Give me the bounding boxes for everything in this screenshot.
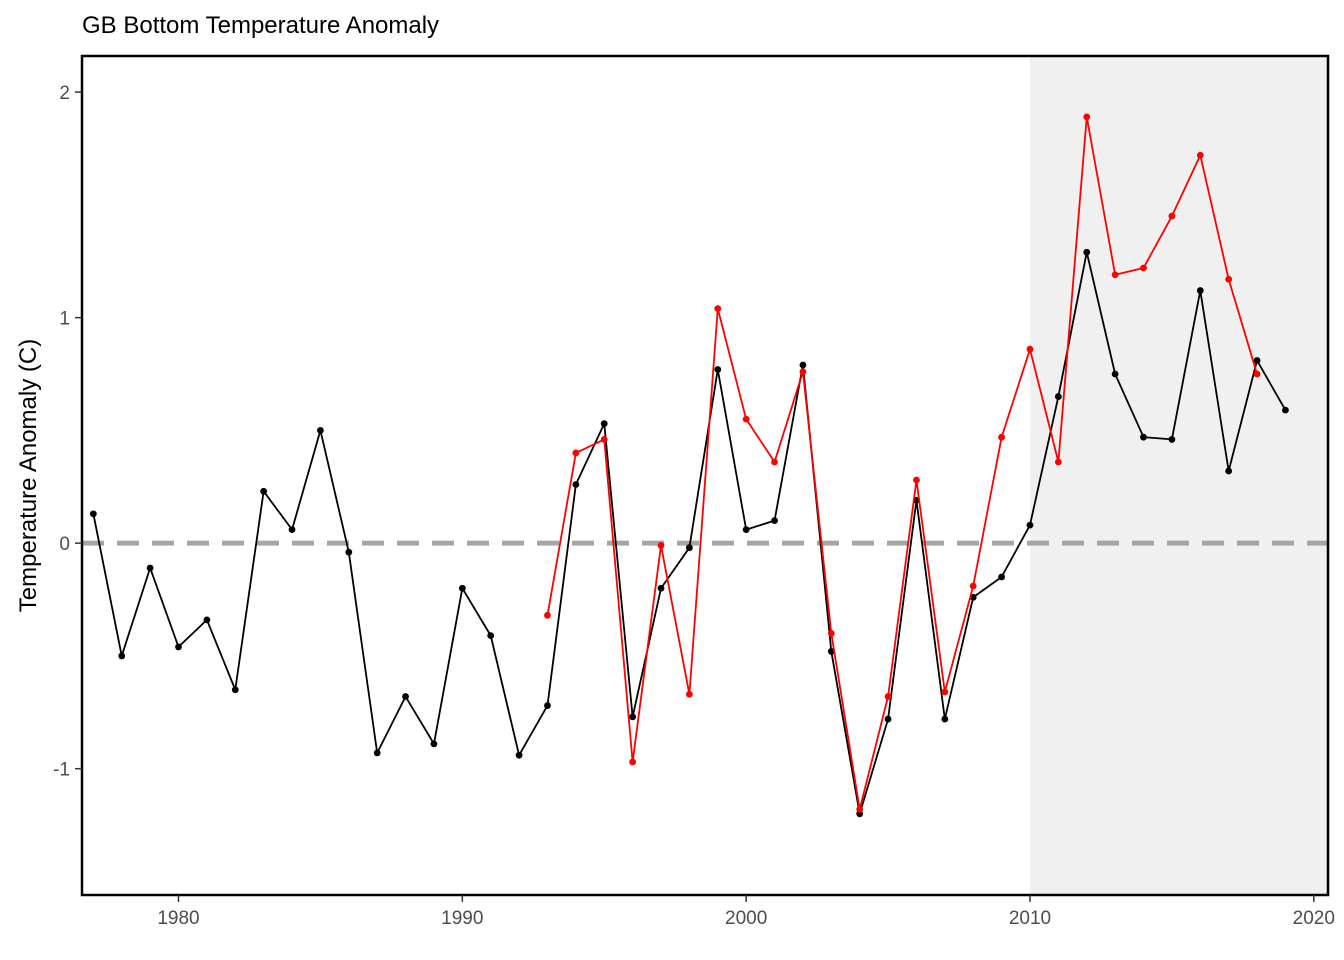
series-1-point [657, 584, 665, 592]
series-2-point [1225, 275, 1233, 283]
series-1-point [1026, 521, 1034, 529]
series-2-point [1253, 370, 1261, 378]
series-1-point [1168, 436, 1176, 443]
x-tick-label: 2020 [1293, 908, 1335, 929]
series-1-point [515, 751, 523, 759]
series-2-point [856, 805, 864, 813]
series-2-point [969, 582, 977, 590]
series-1-point [1111, 370, 1119, 378]
series-2-point [1026, 345, 1034, 353]
series-1-point [714, 366, 722, 373]
x-tick-label: 1980 [157, 908, 199, 929]
series-1-point [799, 361, 807, 369]
series-1-point [742, 526, 750, 534]
series-1-point [402, 693, 409, 700]
series-1-point [629, 713, 637, 721]
series-1-point [231, 686, 239, 694]
series-2-point [572, 449, 580, 457]
series-2-point [941, 688, 949, 696]
series-1-point [458, 584, 466, 592]
series-2-point [771, 458, 778, 466]
y-axis-title: Temperature Anomaly (C) [15, 339, 42, 612]
series-2-point [884, 693, 892, 700]
series-1-point [118, 652, 126, 660]
series-1-point [146, 564, 154, 572]
series-1-point [1282, 406, 1289, 414]
series-2-point [827, 629, 835, 637]
series-2-point [1083, 113, 1091, 121]
x-tick-label: 2000 [725, 908, 767, 929]
series-2-point [544, 611, 551, 619]
y-tick-label: -1 [53, 760, 70, 781]
series-2-point [1111, 271, 1119, 279]
series-2-point [998, 433, 1005, 441]
shaded-region [1029, 56, 1328, 895]
series-1-point [203, 616, 211, 624]
panel-border [80, 54, 1330, 897]
series-1-point [487, 632, 495, 640]
x-tick-label: 1990 [441, 908, 483, 929]
series-2-point [1054, 458, 1062, 466]
series-1-point [827, 648, 835, 655]
y-tick-label: 2 [59, 83, 70, 104]
series-1-point [1253, 357, 1261, 364]
series-1-point [1196, 287, 1204, 294]
series-2-point [799, 368, 807, 376]
series-2-point [913, 476, 920, 484]
series-1-point [1054, 393, 1062, 400]
series-1-point [373, 749, 381, 757]
series-2-line [546, 115, 1258, 811]
series-1-point [288, 526, 296, 534]
series-1-point [771, 517, 778, 525]
chart-title: GB Bottom Temperature Anomaly [82, 12, 440, 39]
series-1-point [572, 481, 580, 488]
series-2-point [629, 758, 637, 766]
y-tick-label: 0 [59, 534, 70, 555]
series-1-point [884, 715, 892, 723]
series-2-point [1196, 151, 1204, 159]
series-1-point [317, 426, 324, 434]
series-2-point [742, 415, 750, 423]
series-1-point [685, 544, 693, 552]
series-1-point [544, 702, 551, 709]
series-1-point [941, 715, 949, 723]
series-1-point [600, 420, 608, 428]
y-tick-label: 1 [59, 309, 70, 330]
series-1-point [89, 510, 97, 518]
series-1-point [175, 643, 182, 651]
series-2-point [600, 436, 608, 443]
series-1-point [1225, 467, 1233, 475]
series-2-point [685, 690, 693, 698]
series-1-point [430, 740, 438, 748]
series-2-point [1140, 264, 1147, 272]
series-2-point [657, 542, 665, 549]
x-tick-label: 2010 [1009, 908, 1051, 929]
series-1-point [1083, 248, 1091, 256]
series-1-point [1140, 433, 1147, 441]
series-2-point [714, 305, 722, 313]
series-2-point [1168, 212, 1176, 220]
series-1-point [998, 573, 1005, 581]
series-1-point [345, 548, 353, 556]
series-1-point [260, 487, 268, 495]
